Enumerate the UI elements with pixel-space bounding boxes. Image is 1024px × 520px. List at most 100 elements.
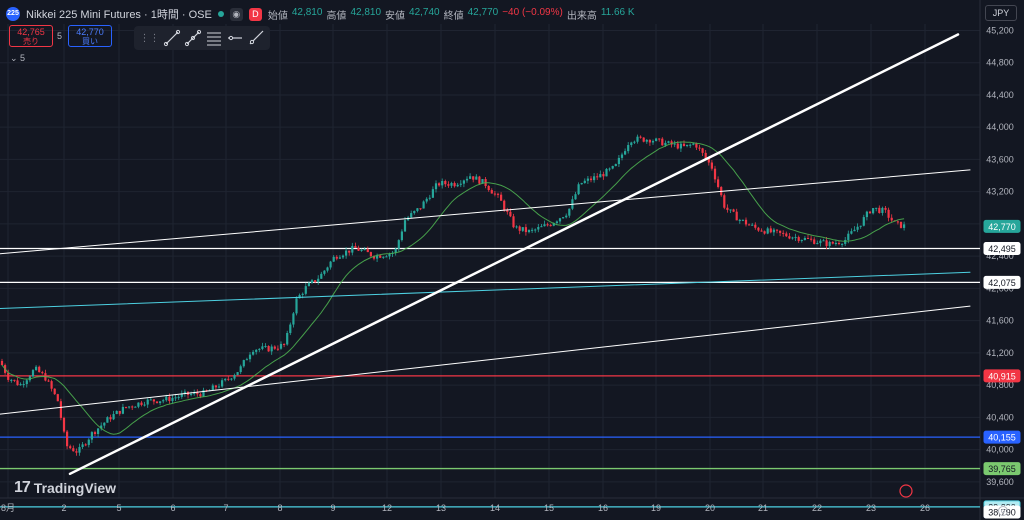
indicator-toggle[interactable]: ⌄ 5	[10, 53, 26, 63]
candle-body	[825, 240, 828, 246]
candle-body	[360, 249, 363, 251]
candle-body	[329, 261, 332, 268]
spread-value: 5	[57, 31, 63, 41]
price-tick-label: 40,400	[986, 412, 1014, 422]
candle-body	[738, 219, 741, 221]
candle-body	[704, 152, 707, 159]
candle-body	[276, 348, 279, 350]
candle-body	[788, 236, 791, 239]
candle-body	[673, 143, 676, 145]
candle-body	[540, 226, 543, 228]
candle-body	[366, 249, 369, 253]
eye-icon[interactable]: ◉	[229, 7, 243, 21]
candle-body	[286, 332, 289, 345]
candle-body	[388, 253, 391, 257]
candle-body	[574, 194, 577, 200]
dividend-badge[interactable]: D	[248, 7, 262, 21]
candle-body	[903, 224, 906, 228]
time-tick-label: 22	[812, 503, 822, 513]
candle-body	[22, 384, 25, 386]
candle-body	[295, 298, 298, 314]
candle-body	[645, 139, 648, 142]
candle-body	[633, 141, 636, 143]
volume-label: 出来高	[566, 10, 597, 22]
candle-body	[844, 239, 847, 244]
candle-body	[775, 229, 779, 231]
price-label-box	[983, 369, 1021, 383]
candle-body	[785, 233, 788, 237]
candle-body	[478, 176, 481, 184]
candle-body	[16, 380, 19, 386]
symbol-title[interactable]: Nikkei 225 Mini Futures · 1時間 · OSE	[26, 9, 212, 21]
candle-body	[884, 207, 887, 210]
candle-body	[202, 390, 205, 397]
candle-body	[171, 397, 174, 402]
candle-body	[763, 231, 766, 234]
candle-body	[602, 174, 605, 177]
candle-body	[608, 168, 611, 170]
candle-body	[834, 242, 837, 244]
candle-body	[794, 237, 797, 239]
candle-body	[667, 141, 670, 143]
fib-levels-icon[interactable]	[205, 29, 223, 47]
candle-body	[348, 250, 351, 253]
candle-body	[159, 401, 162, 403]
market-status-icon	[217, 11, 224, 17]
candle-body	[741, 219, 744, 221]
horizontal-line-icon[interactable]	[226, 29, 244, 47]
ohlc-values: 始値 42,810 高値 42,810 安値 42,740 終値 42,770 −40 …	[268, 7, 635, 22]
candle-body	[655, 138, 658, 142]
candle-body	[66, 431, 69, 447]
ray-line-icon[interactable]	[247, 29, 265, 47]
time-tick-label: 12	[382, 503, 392, 513]
tradingview-logo[interactable]: 17 TradingView	[14, 479, 116, 497]
candle-body	[326, 267, 329, 271]
close-value: 42,770	[467, 6, 499, 18]
candle-body	[496, 193, 500, 195]
candle-body	[0, 360, 4, 366]
fib-line-icon[interactable]	[184, 29, 202, 47]
candle-body	[47, 380, 50, 382]
candle-body	[772, 229, 775, 233]
candle-body	[335, 256, 338, 259]
candle-body	[698, 147, 701, 149]
settings-icon[interactable]	[997, 505, 1009, 517]
candle-body	[831, 241, 834, 244]
low-value: 42,740	[409, 6, 440, 18]
currency-selector[interactable]: JPY	[985, 5, 1017, 21]
candle-body	[503, 200, 506, 211]
candle-body	[416, 208, 419, 211]
candle-body	[62, 417, 66, 432]
indicator-count: 5	[20, 53, 26, 63]
candle-body	[620, 154, 624, 158]
candle-body	[651, 141, 655, 143]
candle-body	[134, 406, 137, 408]
buy-button[interactable]: 42,770 買い	[68, 25, 112, 47]
candle-body	[190, 393, 193, 395]
candle-body	[252, 351, 255, 355]
candle-body	[549, 225, 552, 227]
candle-body	[372, 256, 376, 259]
candle-body	[757, 227, 760, 231]
candle-body	[819, 240, 822, 244]
candle-body	[379, 255, 382, 258]
candle-body	[472, 176, 475, 180]
candle-body	[593, 176, 596, 181]
candle-body	[475, 176, 478, 180]
candle-body	[500, 194, 503, 201]
candle-body	[546, 224, 549, 226]
candle-body	[217, 386, 221, 388]
sell-button[interactable]: 42,765 売り	[9, 25, 53, 47]
candle-body	[865, 211, 868, 218]
candle-body	[317, 278, 320, 282]
trend-line	[68, 33, 960, 476]
trend-line-icon[interactable]	[163, 29, 181, 47]
drag-handle-icon[interactable]: ⋮⋮	[139, 32, 160, 44]
candle-body	[748, 224, 751, 226]
candle-body	[425, 198, 428, 202]
candle-body	[568, 208, 571, 216]
candle-body	[109, 417, 112, 420]
candle-body	[239, 366, 242, 373]
